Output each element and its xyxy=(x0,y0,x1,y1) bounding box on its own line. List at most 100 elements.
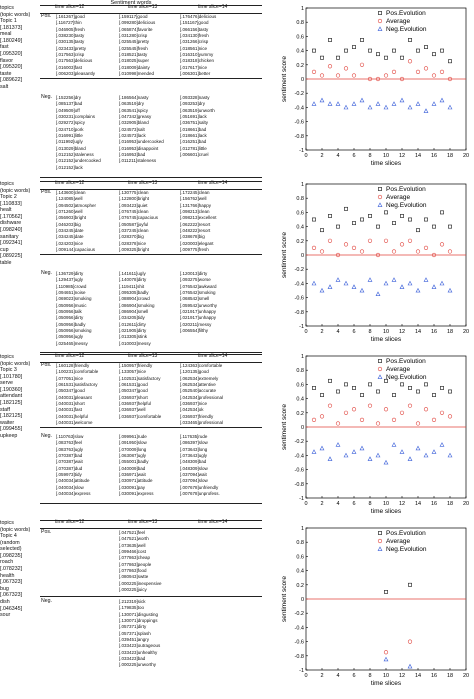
avg-point xyxy=(335,73,341,78)
legend-marker xyxy=(377,366,383,372)
x-tick-label: 18 xyxy=(447,501,453,507)
page-title: Sentiment words xyxy=(110,0,152,6)
topic-table-1: topics (topic words) Topic 1 [.181373] m… xyxy=(0,5,262,178)
avg-point xyxy=(327,64,333,69)
pos-point xyxy=(384,210,388,215)
x-tick-label: 0 xyxy=(304,153,307,159)
neg-point xyxy=(407,456,413,461)
pos-point xyxy=(408,582,412,587)
neg-point xyxy=(439,97,445,103)
pos-point xyxy=(408,386,412,390)
x-tick-label: 10 xyxy=(383,673,389,679)
neg-point xyxy=(415,101,421,106)
y-tick-label: 1 xyxy=(301,182,304,188)
legend-label: Neg.Evolution xyxy=(386,374,427,381)
pos-point xyxy=(384,55,388,60)
x-axis-label: time slices xyxy=(371,336,402,343)
y-tick-label: 0.8 xyxy=(296,20,304,26)
pos-point xyxy=(336,224,340,229)
pos-point xyxy=(392,393,396,397)
avg-point xyxy=(327,403,333,408)
legend-label: Average xyxy=(386,538,410,545)
x-tick-label: 18 xyxy=(447,329,453,335)
neg-point xyxy=(319,287,325,293)
avg-point xyxy=(391,249,397,254)
neg-words: [.186564]nasty [.063519]dry [.063541]spi… xyxy=(119,95,164,164)
pos-point xyxy=(408,38,412,42)
x-tick-label: 10 xyxy=(383,153,389,159)
topic-header: topics (topic words) xyxy=(0,5,31,18)
neg-point xyxy=(351,101,357,106)
y-tick-label: 1 xyxy=(301,354,304,360)
legend-label: Pos.Evolution xyxy=(386,186,426,193)
x-tick-label: 18 xyxy=(447,673,453,679)
y-tick-label: -0.4 xyxy=(295,281,304,287)
avg-point xyxy=(375,252,381,258)
avg-point xyxy=(319,249,325,254)
avg-point xyxy=(383,238,389,243)
y-tick-label: -0.8 xyxy=(295,134,304,140)
avg-point xyxy=(359,417,365,422)
y-tick-label: 0.8 xyxy=(296,540,304,546)
x-tick-label: 0 xyxy=(304,329,307,335)
y-tick-label: 0.2 xyxy=(296,239,304,245)
neg-point xyxy=(327,456,333,461)
neg-point xyxy=(407,280,413,286)
topic-words: Topic 1 [.181373] meal [.180249] fast [.… xyxy=(0,18,23,91)
y-tick-label: 0.6 xyxy=(296,382,304,388)
pos-point xyxy=(400,382,404,387)
pos-point xyxy=(424,382,428,387)
neg-point xyxy=(319,97,325,103)
y-tick-label: -0.6 xyxy=(295,640,304,646)
y-tick-label: 0.4 xyxy=(296,569,304,575)
avg-point xyxy=(311,417,317,422)
pos-point xyxy=(432,224,436,229)
avg-point xyxy=(439,69,445,74)
avg-point xyxy=(399,410,405,415)
legend-marker xyxy=(377,546,383,551)
x-tick-label: 14 xyxy=(415,153,421,159)
y-tick-label: -1 xyxy=(299,496,304,502)
neg-words: [.117635]rude [.086397]slow [.073643]lon… xyxy=(180,434,220,497)
x-tick-label: 4 xyxy=(336,501,339,507)
pos-point xyxy=(328,378,332,383)
neg-point xyxy=(407,663,413,669)
pos-point xyxy=(328,214,332,218)
y-tick-label: -0.4 xyxy=(295,625,304,631)
y-tick-label: -1 xyxy=(299,148,304,154)
neg-point xyxy=(431,449,437,454)
pos-point xyxy=(336,55,340,60)
neg-point xyxy=(415,287,421,293)
x-tick-label: 16 xyxy=(431,153,437,159)
neg-point xyxy=(311,449,317,454)
pos-point xyxy=(416,48,420,53)
neg-point xyxy=(367,456,373,461)
neg-point xyxy=(343,104,349,110)
pos-words: [.150957]friendly [.133057]nice [.102531… xyxy=(119,363,162,419)
col-header: time slice=12 xyxy=(55,180,85,186)
legend-marker xyxy=(378,531,382,535)
avg-point xyxy=(447,414,453,419)
neg-point xyxy=(359,445,365,451)
chart-svg: 0 2 4 6 8 10 12 14 16 18 20 -1 -0.8 -0.6 -0.4 -0.2 0 0.2 0… xyxy=(281,6,469,167)
topic-table-4: topics (topic words) Topic 4 (random sel… xyxy=(0,520,262,695)
col-header: time slice=14 xyxy=(198,4,228,10)
neg-point xyxy=(335,277,341,282)
col-header: time slice=12 xyxy=(55,4,85,10)
avg-point xyxy=(399,76,405,82)
x-tick-label: 10 xyxy=(383,501,389,507)
neg-words: [.136729]dirty [.129437]ugly [.110985]cr… xyxy=(56,271,92,346)
neg-point xyxy=(391,277,397,282)
neg-point xyxy=(335,101,341,106)
pos-point xyxy=(440,48,444,53)
y-tick-label: -0.4 xyxy=(295,105,304,111)
y-tick-label: 0 xyxy=(301,597,304,603)
chart-svg: 0 2 4 6 8 10 12 14 16 18 20 -1 -0.8 -0.6 -0.4 -0.2 0 0.2 0… xyxy=(281,182,469,343)
topic-header: topics (topic words) xyxy=(0,520,31,533)
neg-point xyxy=(415,445,421,451)
pos-point xyxy=(344,48,348,53)
sentiment-chart-4: 0 2 4 6 8 10 12 14 16 18 20 -1 -0.8 -0.6 -0.4 -0.2 0 0.2 0… xyxy=(262,522,474,694)
neg-words: [.093328]nasty [.093253]dry [.063519]unw… xyxy=(180,95,215,158)
pos-point xyxy=(408,217,412,222)
neg-point xyxy=(431,284,437,289)
